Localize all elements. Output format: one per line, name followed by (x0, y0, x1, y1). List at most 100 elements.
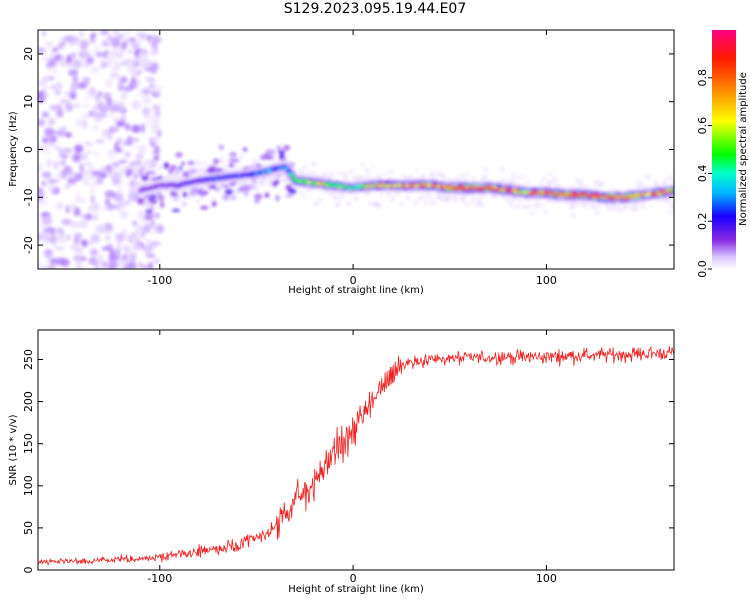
halo-blob (420, 173, 426, 179)
halo-blob (362, 174, 367, 180)
transition-blob (229, 195, 237, 201)
noise-blob (83, 95, 90, 103)
halo-blob (388, 169, 394, 174)
halo-blob (134, 170, 140, 176)
halo-blob (311, 161, 317, 167)
halo-blob (642, 185, 648, 191)
noise-blob (94, 264, 100, 269)
noise-blob (140, 166, 146, 171)
noise-blob (114, 232, 126, 242)
noise-blob (87, 87, 97, 97)
transition-blob (240, 185, 249, 191)
halo-blob (259, 182, 265, 187)
transition-blob (288, 188, 297, 195)
transition-blob (175, 168, 181, 172)
halo-blob (569, 185, 575, 190)
noise-blob (94, 224, 106, 234)
noise-blob (130, 253, 136, 264)
halo-blob (413, 200, 419, 206)
halo-blob (471, 175, 477, 181)
noise-blob (140, 47, 148, 55)
transition-blob (159, 201, 165, 209)
halo-blob (649, 204, 655, 209)
noise-blob (52, 242, 57, 247)
noise-blob (38, 47, 46, 53)
ridge-blob (286, 169, 291, 173)
halo-blob (306, 170, 312, 176)
noise-blob (100, 111, 107, 119)
halo-blob (639, 182, 644, 188)
halo-blob (386, 191, 392, 197)
snr-y-tick-label: 150 (22, 433, 35, 454)
transition-blob (136, 198, 145, 203)
colorbar-gradient (712, 30, 736, 269)
transition-blob (169, 191, 178, 196)
noise-blob (117, 141, 125, 149)
noise-blob (151, 117, 161, 126)
halo-blob (479, 203, 485, 209)
halo-blob (448, 194, 454, 200)
transition-blob (213, 158, 220, 165)
noise-blob (55, 246, 65, 251)
transition-blob (141, 174, 149, 182)
noise-blob (152, 84, 163, 94)
noise-blob (117, 207, 122, 213)
halo-blob (546, 180, 552, 186)
ridge-blob (282, 164, 287, 168)
noise-blob (46, 158, 53, 168)
noise-blob (90, 233, 101, 244)
noise-blob (153, 155, 160, 161)
transition-blob (279, 153, 285, 160)
snr-x-tick-label: 0 (350, 572, 357, 585)
noise-blob (41, 264, 49, 269)
transition-blob (147, 170, 156, 175)
ridge-blob (289, 173, 294, 177)
halo-blob (299, 170, 305, 176)
noise-blob (122, 264, 132, 269)
halo-blob (233, 164, 239, 170)
noise-blob (135, 159, 142, 165)
halo-blob (366, 173, 372, 179)
noise-blob (99, 172, 108, 179)
noise-blob (132, 61, 141, 68)
spectrogram-y-tick-label: -20 (22, 236, 35, 254)
noise-blob (94, 117, 103, 123)
noise-blob (89, 175, 96, 180)
noise-blob (122, 244, 133, 252)
transition-blob (262, 155, 272, 160)
noise-blob (54, 89, 61, 96)
noise-blob (60, 160, 67, 166)
noise-blob (91, 170, 102, 177)
noise-blob (42, 92, 50, 100)
noise-blob (64, 170, 76, 178)
noise-blob (104, 78, 114, 88)
halo-blob (195, 198, 201, 204)
halo-blob (644, 174, 650, 180)
halo-blob (525, 180, 531, 186)
transition-blob (171, 208, 181, 212)
noise-blob (69, 92, 77, 100)
halo-blob (511, 196, 517, 202)
halo-blob (130, 197, 136, 203)
noise-blob (41, 171, 52, 179)
halo-blob (458, 173, 464, 179)
noise-blob (101, 92, 111, 101)
halo-blob (423, 200, 428, 206)
noise-blob (150, 123, 161, 134)
noise-blob (79, 213, 86, 218)
halo-blob (342, 171, 348, 177)
halo-blob (144, 200, 150, 206)
halo-blob (671, 203, 674, 209)
halo-blob (357, 175, 363, 181)
noise-blob (116, 120, 126, 127)
noise-blob (132, 243, 143, 252)
noise-blob (49, 50, 55, 61)
halo-blob (322, 170, 328, 176)
ridge-blob (670, 188, 674, 192)
noise-blob (70, 81, 80, 89)
halo-blob (559, 184, 565, 190)
noise-blob (84, 149, 92, 155)
noise-blob (82, 177, 90, 186)
halo-blob (202, 160, 208, 166)
